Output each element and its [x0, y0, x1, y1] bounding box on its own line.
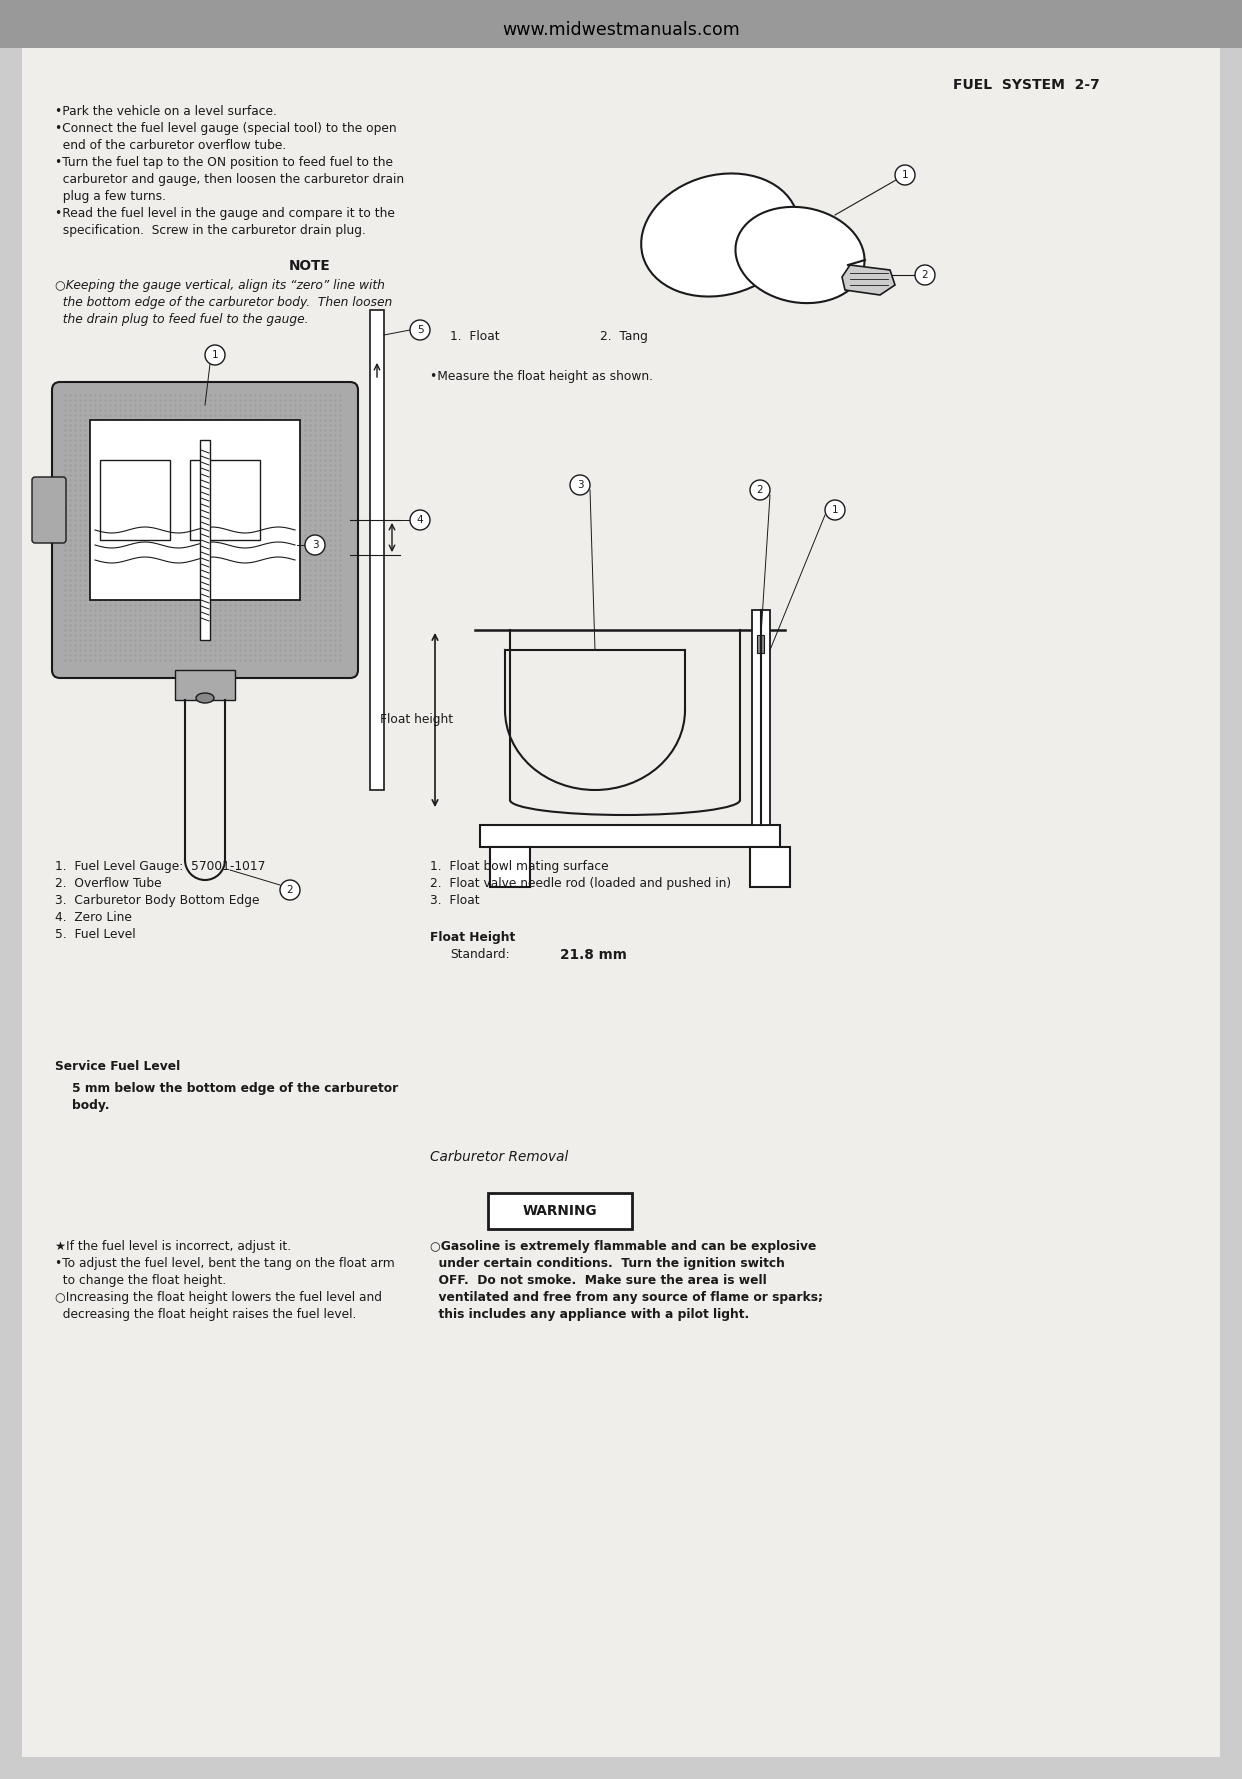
Circle shape: [750, 480, 770, 500]
Text: 2: 2: [287, 884, 293, 895]
Bar: [758, 635, 764, 653]
Circle shape: [279, 881, 301, 900]
Text: 1: 1: [211, 350, 219, 359]
Text: 1.  Float bowl mating surface: 1. Float bowl mating surface: [430, 859, 609, 873]
Text: Float Height: Float Height: [430, 930, 515, 945]
Text: 2.  Float valve needle rod (loaded and pushed in): 2. Float valve needle rod (loaded and pu…: [430, 877, 732, 890]
Text: •Read the fuel level in the gauge and compare it to the: •Read the fuel level in the gauge and co…: [55, 206, 395, 221]
Text: 5.  Fuel Level: 5. Fuel Level: [55, 929, 135, 941]
Text: •To adjust the fuel level, bent the tang on the float arm: •To adjust the fuel level, bent the tang…: [55, 1258, 395, 1270]
Text: ○Gasoline is extremely flammable and can be explosive: ○Gasoline is extremely flammable and can…: [430, 1240, 816, 1252]
Bar: [89, 420, 301, 600]
Text: Carburetor Removal: Carburetor Removal: [430, 1149, 569, 1163]
Text: Float height: Float height: [380, 713, 453, 726]
Bar: [0, 0, 1242, 48]
Text: end of the carburetor overflow tube.: end of the carburetor overflow tube.: [55, 139, 286, 151]
Text: the bottom edge of the carburetor body.  Then loosen: the bottom edge of the carburetor body. …: [55, 295, 392, 310]
Ellipse shape: [196, 694, 214, 703]
Text: NOTE: NOTE: [289, 260, 330, 272]
Circle shape: [895, 165, 915, 185]
Text: www.midwestmanuals.com: www.midwestmanuals.com: [502, 21, 740, 39]
Text: Standard:: Standard:: [450, 948, 509, 961]
Text: 2: 2: [922, 270, 928, 279]
Bar: [200, 439, 210, 640]
Text: OFF.  Do not smoke.  Make sure the area is well: OFF. Do not smoke. Make sure the area is…: [430, 1274, 766, 1286]
Text: 1: 1: [902, 171, 908, 180]
Text: 3.  Float: 3. Float: [430, 895, 479, 907]
Bar: [479, 825, 780, 847]
Text: 1.  Float: 1. Float: [450, 329, 499, 343]
Text: 2: 2: [756, 486, 764, 495]
Ellipse shape: [641, 174, 799, 297]
Text: 4: 4: [416, 514, 424, 525]
Text: plug a few turns.: plug a few turns.: [55, 190, 166, 203]
Text: 21.8 mm: 21.8 mm: [560, 948, 627, 962]
Text: FUEL  SYSTEM  2-7: FUEL SYSTEM 2-7: [954, 78, 1100, 93]
Text: WARNING: WARNING: [523, 1204, 597, 1219]
Bar: [491, 847, 530, 888]
Ellipse shape: [735, 206, 864, 302]
Bar: [751, 610, 770, 825]
Bar: [101, 461, 170, 541]
FancyBboxPatch shape: [52, 382, 358, 678]
Text: this includes any appliance with a pilot light.: this includes any appliance with a pilot…: [430, 1308, 749, 1322]
Circle shape: [410, 511, 430, 530]
Circle shape: [915, 265, 935, 285]
Text: 5: 5: [416, 326, 424, 334]
Circle shape: [410, 320, 430, 340]
Text: 3.  Carburetor Body Bottom Edge: 3. Carburetor Body Bottom Edge: [55, 895, 260, 907]
Circle shape: [825, 500, 845, 519]
Text: ○Keeping the gauge vertical, align its “zero” line with: ○Keeping the gauge vertical, align its “…: [55, 279, 385, 292]
Text: •Turn the fuel tap to the ON position to feed fuel to the: •Turn the fuel tap to the ON position to…: [55, 157, 392, 169]
Bar: [175, 671, 235, 699]
Bar: [190, 461, 260, 541]
Bar: [750, 847, 790, 888]
Polygon shape: [842, 265, 895, 295]
Text: 4.  Zero Line: 4. Zero Line: [55, 911, 132, 923]
FancyBboxPatch shape: [32, 477, 66, 543]
Text: the drain plug to feed fuel to the gauge.: the drain plug to feed fuel to the gauge…: [55, 313, 308, 326]
Text: •Connect the fuel level gauge (special tool) to the open: •Connect the fuel level gauge (special t…: [55, 123, 396, 135]
Text: body.: body.: [55, 1099, 109, 1112]
Circle shape: [306, 535, 325, 555]
Text: 2.  Tang: 2. Tang: [600, 329, 648, 343]
Text: to change the float height.: to change the float height.: [55, 1274, 226, 1286]
Circle shape: [205, 345, 225, 365]
Text: 1: 1: [832, 505, 838, 514]
Text: ○Increasing the float height lowers the fuel level and: ○Increasing the float height lowers the …: [55, 1292, 383, 1304]
FancyBboxPatch shape: [488, 1194, 632, 1229]
Text: 3: 3: [312, 541, 318, 550]
Text: ★If the fuel level is incorrect, adjust it.: ★If the fuel level is incorrect, adjust …: [55, 1240, 291, 1252]
Bar: [370, 310, 384, 790]
Text: 1.  Fuel Level Gauge:  57001-1017: 1. Fuel Level Gauge: 57001-1017: [55, 859, 266, 873]
Text: specification.  Screw in the carburetor drain plug.: specification. Screw in the carburetor d…: [55, 224, 366, 237]
Text: •Park the vehicle on a level surface.: •Park the vehicle on a level surface.: [55, 105, 277, 117]
Text: under certain conditions.  Turn the ignition switch: under certain conditions. Turn the ignit…: [430, 1258, 785, 1270]
Text: ventilated and free from any source of flame or sparks;: ventilated and free from any source of f…: [430, 1292, 823, 1304]
Text: •Measure the float height as shown.: •Measure the float height as shown.: [430, 370, 653, 382]
Text: Service Fuel Level: Service Fuel Level: [55, 1060, 180, 1073]
Text: 2.  Overflow Tube: 2. Overflow Tube: [55, 877, 161, 890]
Circle shape: [570, 475, 590, 495]
Text: decreasing the float height raises the fuel level.: decreasing the float height raises the f…: [55, 1308, 356, 1322]
Text: 3: 3: [576, 480, 584, 489]
Text: carburetor and gauge, then loosen the carburetor drain: carburetor and gauge, then loosen the ca…: [55, 173, 404, 187]
Text: 5 mm below the bottom edge of the carburetor: 5 mm below the bottom edge of the carbur…: [55, 1082, 399, 1096]
